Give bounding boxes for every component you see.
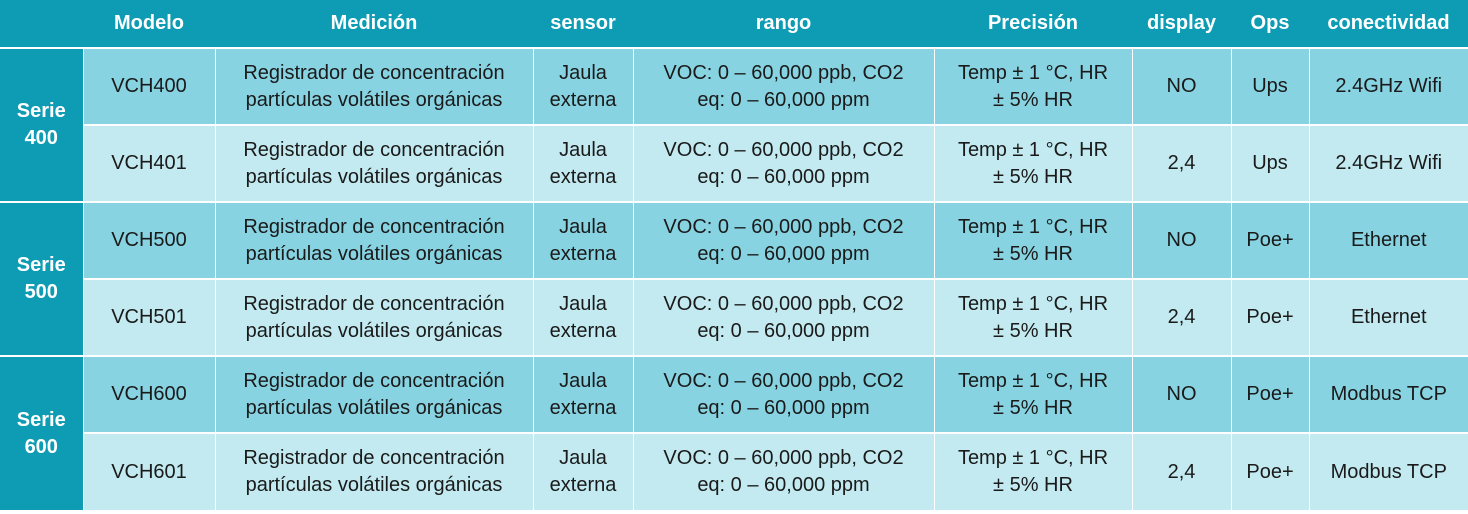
cell-ops: Poe+	[1230, 433, 1309, 512]
table-row: VCH501 Registrador de concentración partí…	[0, 279, 1468, 357]
cell-sensor: Jaula externa	[532, 433, 633, 512]
cell-modelo: VCH600	[82, 356, 215, 434]
cell-conectividad: Ethernet	[1308, 202, 1468, 280]
header-row: Modelo Medición sensor rango Precisión d…	[0, 0, 1468, 49]
series-number: 600	[24, 435, 58, 458]
table-row: VCH601 Registrador de concentración partí…	[0, 433, 1468, 512]
cell-conectividad: Modbus TCP	[1308, 356, 1468, 434]
cell-display: NO	[1131, 356, 1231, 434]
cell-conectividad: Modbus TCP	[1308, 433, 1468, 512]
cell-display: NO	[1131, 48, 1231, 126]
table-row: Serie 500 VCH500 Registrador de concentr…	[0, 202, 1468, 357]
cell-ops: Ups	[1230, 48, 1309, 126]
cell-rango: VOC: 0 – 60,000 ppb, CO2 eq: 0 – 60,000 p…	[632, 202, 934, 280]
cell-display: NO	[1131, 202, 1231, 280]
table-row: Serie 400 VCH400 Registrador de concentr…	[0, 48, 1468, 203]
cell-ops: Ups	[1230, 125, 1309, 203]
cell-modelo: VCH501	[82, 279, 215, 357]
header-conectividad: conectividad	[1309, 0, 1468, 49]
header-series	[0, 0, 83, 49]
header-rango: rango	[633, 0, 934, 49]
cell-conectividad: 2.4GHz Wifi	[1308, 125, 1468, 203]
cell-display: 2,4	[1131, 125, 1231, 203]
cell-modelo: VCH500	[82, 202, 215, 280]
cell-rango: VOC: 0 – 60,000 ppb, CO2 eq: 0 – 60,000 p…	[632, 279, 934, 357]
cell-rango: VOC: 0 – 60,000 ppb, CO2 eq: 0 – 60,000 p…	[632, 125, 934, 203]
header-modelo: Modelo	[83, 0, 215, 49]
cell-sensor: Jaula externa	[532, 125, 633, 203]
header-ops: Ops	[1231, 0, 1309, 49]
cell-precision: Temp ± 1 °C, HR ± 5% HR	[933, 279, 1132, 357]
series-number: 400	[24, 127, 58, 149]
cell-medicion: Registrador de concentración partículas v…	[214, 48, 533, 126]
header-precision: Precisión	[934, 0, 1132, 49]
series-word: Serie	[16, 254, 66, 276]
cell-medicion: Registrador de concentración partículas v…	[214, 356, 533, 434]
header-medicion: Medición	[215, 0, 533, 49]
series-label-500: Serie 500	[0, 202, 83, 357]
cell-medicion: Registrador de concentración partículas v…	[214, 433, 533, 512]
cell-ops: Poe+	[1230, 279, 1309, 357]
cell-modelo: VCH601	[82, 433, 215, 512]
cell-precision: Temp ± 1 °C, HR ± 5% HR	[933, 356, 1132, 434]
cell-precision: Temp ± 1 °C, HR ± 5% HR	[933, 125, 1132, 203]
series-label-400: Serie 400	[0, 48, 83, 203]
cell-precision: Temp ± 1 °C, HR ± 5% HR	[933, 433, 1132, 512]
cell-conectividad: Ethernet	[1308, 279, 1468, 357]
cell-modelo: VCH400	[82, 48, 215, 126]
series-number: 500	[24, 281, 58, 303]
cell-ops: Poe+	[1230, 202, 1309, 280]
cell-rango: VOC: 0 – 60,000 ppb, CO2 eq: 0 – 60,000 p…	[632, 433, 934, 512]
cell-display: 2,4	[1131, 279, 1231, 357]
cell-sensor: Jaula externa	[532, 279, 633, 357]
header-sensor: sensor	[533, 0, 633, 49]
cell-medicion: Registrador de concentración partículas v…	[214, 125, 533, 203]
cell-sensor: Jaula externa	[532, 356, 633, 434]
cell-medicion: Registrador de concentración partículas v…	[214, 279, 533, 357]
table-row: Serie 600 VCH600 Registrador de concentr…	[0, 356, 1468, 512]
cell-modelo: VCH401	[82, 125, 215, 203]
cell-display: 2,4	[1131, 433, 1231, 512]
cell-ops: Poe+	[1230, 356, 1309, 434]
cell-medicion: Registrador de concentración partículas v…	[214, 202, 533, 280]
series-label-600: Serie 600	[0, 356, 83, 512]
series-word: Serie	[16, 408, 66, 431]
cell-rango: VOC: 0 – 60,000 ppb, CO2 eq: 0 – 60,000 p…	[632, 356, 934, 434]
cell-precision: Temp ± 1 °C, HR ± 5% HR	[933, 202, 1132, 280]
cell-conectividad: 2.4GHz Wifi	[1308, 48, 1468, 126]
header-display: display	[1132, 0, 1231, 49]
series-word: Serie	[16, 100, 66, 122]
cell-sensor: Jaula externa	[532, 202, 633, 280]
table-row: VCH401 Registrador de concentración partí…	[0, 125, 1468, 203]
cell-sensor: Jaula externa	[532, 48, 633, 126]
cell-rango: VOC: 0 – 60,000 ppb, CO2 eq: 0 – 60,000 p…	[632, 48, 934, 126]
cell-precision: Temp ± 1 °C, HR ± 5% HR	[933, 48, 1132, 126]
